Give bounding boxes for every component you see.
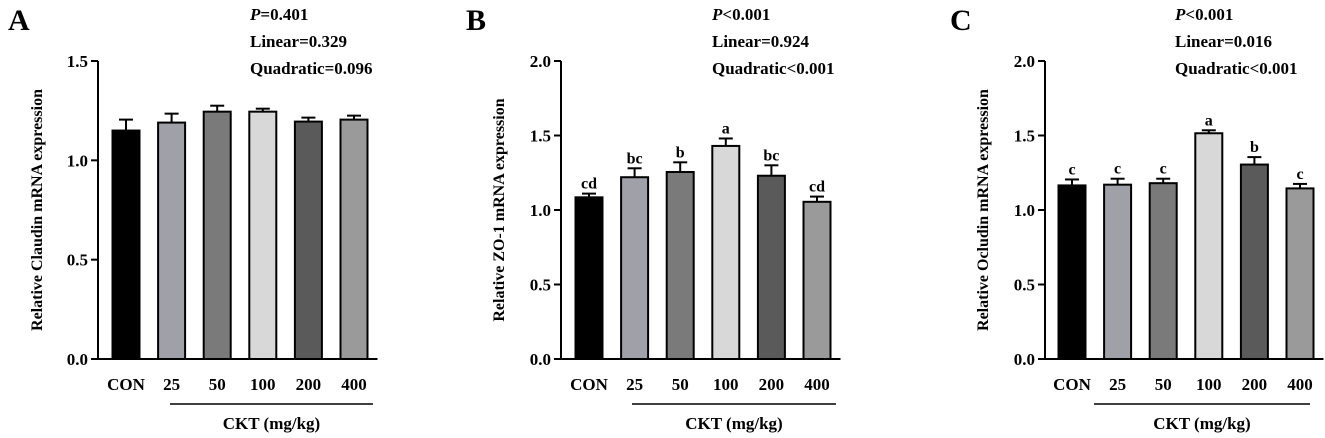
bar-con: [574, 196, 604, 360]
p-value-label: P=0.401: [249, 5, 308, 24]
y-tick-label: 1.0: [1014, 201, 1035, 220]
group-label: CKT (mg/kg): [685, 414, 782, 433]
y-tick-label: 1.5: [67, 52, 88, 71]
y-tick-label: 1.5: [530, 127, 551, 146]
y-tick-label: 1.0: [67, 151, 88, 170]
x-tick-label: 200: [1242, 375, 1268, 394]
x-tick-label: 100: [1196, 375, 1222, 394]
chart-panel-a: A P=0.401 Linear=0.329 Quadratic=0.096 0.0 0.…: [8, 4, 378, 433]
y-axis-label: Relative Claudin mRNA expression: [29, 89, 46, 331]
bar-25: [157, 121, 187, 360]
x-tick-label: 400: [1287, 375, 1313, 394]
p-value-label: P<0.001: [1174, 5, 1233, 24]
chart-panel-c: C P<0.001 Linear=0.016 Quadratic<0.001 0.0 0.…: [950, 4, 1324, 433]
bar-400: [1285, 187, 1315, 360]
significance-letter: bc: [627, 150, 643, 167]
p-value-label: P<0.001: [711, 5, 770, 24]
group-label: CKT (mg/kg): [1153, 414, 1250, 433]
y-tick-label: 0.0: [67, 350, 88, 369]
bar-200: [756, 174, 786, 360]
significance-letter: a: [722, 120, 730, 137]
bar-con: [111, 129, 141, 360]
x-tick-label: 50: [1155, 375, 1172, 394]
p-value: <0.001: [1185, 5, 1233, 24]
y-tick-label: 1.5: [1014, 127, 1035, 146]
significance-letter: c: [1296, 166, 1303, 183]
significance-letter: cd: [809, 179, 825, 196]
x-tick-label: CON: [1053, 375, 1092, 394]
bar-25: [1103, 183, 1133, 360]
panel-letter: A: [8, 4, 30, 37]
bar-200: [293, 120, 323, 360]
linear-value: Linear=0.329: [250, 32, 347, 51]
y-tick-label: 0.5: [1014, 276, 1035, 295]
quadratic-value: Quadratic<0.001: [1175, 59, 1298, 78]
p-symbol: P: [249, 5, 261, 24]
x-tick-label: 200: [296, 375, 322, 394]
x-tick-label: CON: [107, 375, 146, 394]
y-tick-label: 0.0: [1014, 350, 1035, 369]
x-tick-label: CON: [570, 375, 609, 394]
x-tick-label: 200: [759, 375, 785, 394]
x-tick-label: 25: [1109, 375, 1126, 394]
p-value: =0.401: [260, 5, 308, 24]
y-tick-label: 2.0: [1014, 52, 1035, 71]
significance-letter: c: [1114, 161, 1121, 178]
x-tick-label: 50: [672, 375, 689, 394]
x-tick-label: 100: [713, 375, 739, 394]
panel-letter: B: [466, 4, 486, 37]
p-symbol: P: [711, 5, 723, 24]
bar-con: [1057, 184, 1087, 360]
p-value: <0.001: [722, 5, 770, 24]
y-tick-label: 0.0: [530, 350, 551, 369]
x-tick-label: 25: [163, 375, 180, 394]
bar-400: [339, 118, 369, 360]
linear-value: Linear=0.924: [712, 32, 810, 51]
bar-100: [248, 110, 278, 360]
group-label: CKT (mg/kg): [223, 414, 320, 433]
x-tick-label: 100: [250, 375, 276, 394]
bar-25: [620, 176, 650, 360]
x-tick-label: 400: [804, 375, 830, 394]
bar-100: [1194, 132, 1224, 360]
y-axis-label: Relative Ocludin mRNA expression: [975, 89, 992, 331]
y-tick-label: 2.0: [530, 52, 551, 71]
bar-50: [665, 171, 695, 360]
significance-letter: b: [1250, 139, 1259, 156]
y-tick-label: 1.0: [530, 201, 551, 220]
y-tick-label: 0.5: [530, 276, 551, 295]
bar-100: [711, 144, 741, 360]
significance-letter: c: [1068, 161, 1075, 178]
quadratic-value: Quadratic<0.001: [712, 59, 835, 78]
significance-letter: c: [1160, 161, 1167, 178]
significance-letter: b: [676, 144, 685, 161]
quadratic-value: Quadratic=0.096: [250, 59, 373, 78]
panel-letter: C: [950, 4, 972, 37]
p-symbol: P: [1174, 5, 1186, 24]
bar-400: [802, 200, 832, 360]
bar-200: [1239, 163, 1269, 360]
bar-50: [1148, 182, 1178, 360]
y-axis-label: Relative ZO-1 mRNA expression: [491, 98, 508, 321]
x-tick-label: 50: [209, 375, 226, 394]
x-tick-label: 400: [341, 375, 367, 394]
chart-panel-b: B P<0.001 Linear=0.924 Quadratic<0.001 0.0 0.…: [466, 4, 841, 433]
bar-50: [202, 110, 232, 360]
significance-letter: bc: [763, 147, 779, 164]
significance-letter: cd: [581, 176, 597, 193]
linear-value: Linear=0.016: [1175, 32, 1272, 51]
significance-letter: a: [1205, 112, 1213, 129]
x-tick-label: 25: [626, 375, 643, 394]
y-tick-label: 0.5: [67, 251, 88, 270]
